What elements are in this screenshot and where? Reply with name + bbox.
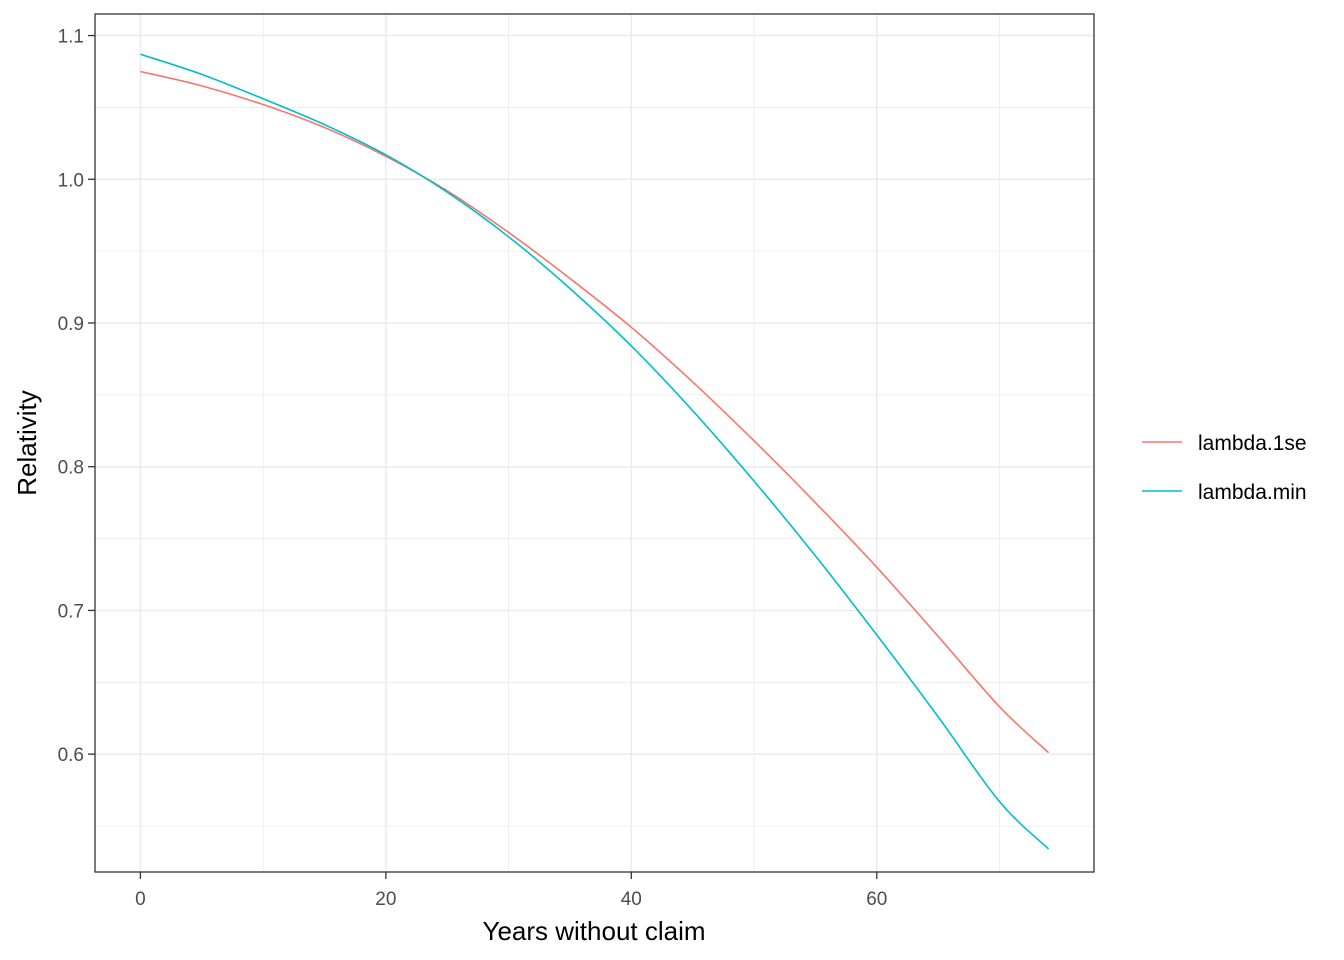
legend-item-lambda-1se: lambda.1se — [1142, 432, 1307, 455]
x-tick-label: 20 — [375, 889, 396, 910]
x-axis-ticks: 0 20 40 60 — [135, 872, 887, 910]
y-tick-label: 1.1 — [58, 27, 84, 48]
x-tick-label: 0 — [135, 889, 146, 910]
legend-label: lambda.min — [1198, 481, 1307, 504]
y-tick-label: 0.7 — [58, 601, 84, 622]
x-tick-label: 40 — [621, 889, 642, 910]
x-tick-label: 60 — [866, 889, 887, 910]
series-lines — [140, 53, 1050, 850]
y-tick-label: 0.8 — [58, 458, 84, 479]
series-line-lambda-1se — [140, 70, 1050, 754]
series-line-lambda-min — [140, 53, 1050, 850]
y-axis-ticks: 0.6 0.7 0.8 0.9 1.0 1.1 — [58, 27, 95, 766]
major-gridlines — [95, 14, 1094, 872]
y-axis-title: Relativity — [12, 390, 42, 495]
y-tick-label: 1.0 — [58, 170, 84, 191]
y-tick-label: 0.6 — [58, 745, 84, 766]
legend: lambda.1se lambda.min — [1142, 432, 1307, 504]
minor-gridlines — [95, 14, 1094, 872]
x-axis-title: Years without claim — [482, 916, 705, 946]
legend-item-lambda-min: lambda.min — [1142, 481, 1307, 504]
y-tick-label: 0.9 — [58, 314, 84, 335]
legend-label: lambda.1se — [1198, 432, 1307, 455]
plot-background — [95, 14, 1094, 872]
plot-panel-border — [94, 13, 1095, 873]
